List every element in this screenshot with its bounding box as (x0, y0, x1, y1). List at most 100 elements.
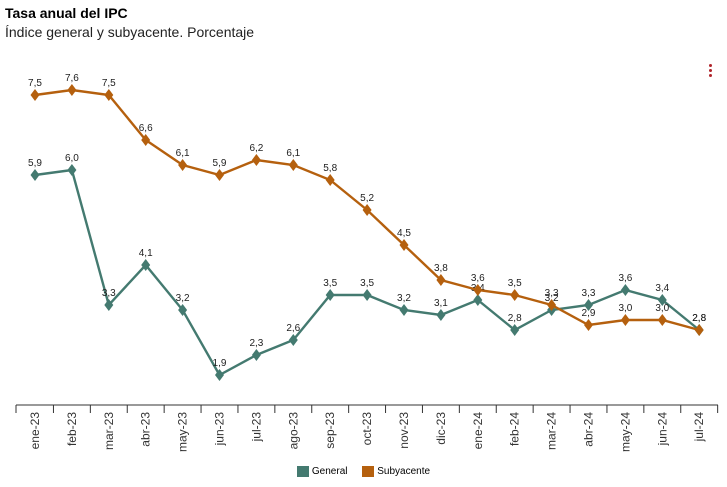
data-label-general: 3,4 (655, 283, 669, 294)
data-point-general (399, 304, 409, 316)
data-point-general (620, 284, 630, 296)
x-tick-label-oct-23: oct-23 (360, 412, 374, 446)
chart-menu-icon[interactable] (706, 64, 714, 82)
data-label-general: 6,0 (65, 153, 79, 164)
data-point-subyacente (510, 289, 520, 301)
x-tick-label-mar-23: mar-23 (102, 412, 116, 450)
data-label-subyacente: 3,0 (618, 303, 632, 314)
data-point-subyacente (620, 314, 630, 326)
data-label-general: 3,5 (323, 278, 337, 289)
data-label-subyacente: 5,8 (323, 163, 337, 174)
data-point-subyacente (362, 204, 372, 216)
data-label-subyacente: 3,0 (655, 303, 669, 314)
data-label-subyacente: 7,5 (28, 78, 42, 89)
data-point-subyacente (178, 159, 188, 171)
x-tick-label-may-24: may-24 (618, 412, 632, 452)
data-point-subyacente (141, 134, 151, 146)
data-label-general: 3,5 (360, 278, 374, 289)
data-point-subyacente (399, 239, 409, 251)
data-point-subyacente (584, 319, 593, 331)
legend-item-subyacente[interactable]: Subyacente (362, 466, 430, 477)
data-label-subyacente: 2,9 (582, 308, 596, 319)
data-label-general: 5,9 (28, 158, 42, 169)
x-tick-label-mar-24: mar-24 (545, 412, 559, 450)
data-label-general: 4,1 (139, 248, 153, 259)
x-tick-label-jul-23: jul-23 (249, 412, 263, 443)
data-point-subyacente (325, 174, 335, 186)
chart-title: Tasa anual del IPC (5, 5, 128, 21)
data-label-subyacente: 3,8 (434, 263, 448, 274)
data-label-subyacente: 6,6 (139, 123, 153, 134)
x-tick-label-dic-23: dic-23 (434, 412, 448, 445)
data-point-subyacente (30, 89, 40, 101)
x-tick-label-may-23: may-23 (176, 412, 190, 452)
data-point-subyacente (657, 314, 667, 326)
data-label-general: 1,9 (213, 358, 227, 369)
data-label-general: 3,2 (397, 293, 411, 304)
data-point-general (215, 369, 224, 381)
data-point-general (251, 349, 261, 361)
data-point-general (510, 324, 520, 336)
data-point-general (141, 259, 151, 271)
data-label-subyacente: 4,5 (397, 228, 411, 239)
data-point-subyacente (288, 159, 298, 171)
data-label-subyacente: 3,3 (545, 288, 559, 299)
x-tick-label-ago-23: ago-23 (286, 412, 300, 450)
data-point-general (584, 299, 593, 311)
data-label-subyacente: 2,8 (692, 313, 706, 324)
legend-item-general[interactable]: General (296, 466, 348, 477)
data-label-general: 2,8 (692, 313, 706, 324)
data-label-general: 2,8 (508, 313, 522, 324)
data-label-general: 2,3 (249, 338, 263, 349)
data-point-subyacente (67, 84, 77, 96)
x-tick-label-feb-23: feb-23 (65, 412, 79, 446)
data-point-general (436, 309, 446, 321)
data-point-subyacente (694, 324, 704, 336)
data-point-subyacente (436, 274, 446, 286)
data-point-subyacente (251, 154, 261, 166)
data-label-general: 3,2 (545, 293, 559, 304)
data-point-subyacente (215, 169, 224, 181)
data-point-general (325, 289, 335, 301)
data-label-general: 3,3 (102, 288, 116, 299)
x-tick-label-abr-23: abr-23 (139, 412, 153, 447)
x-tick-label-jul-24: jul-24 (692, 412, 706, 443)
data-point-general (67, 164, 77, 176)
data-point-general (473, 294, 483, 306)
data-label-subyacente: 5,9 (213, 158, 227, 169)
data-label-subyacente: 7,5 (102, 78, 116, 89)
data-point-subyacente (473, 284, 483, 296)
x-tick-label-sep-23: sep-23 (323, 412, 337, 449)
legend: General Subyacente (0, 466, 727, 480)
x-tick-label-jun-24: jun-24 (655, 412, 669, 447)
data-label-subyacente: 6,1 (286, 148, 300, 159)
x-tick-label-nov-23: nov-23 (397, 412, 411, 449)
data-point-subyacente (547, 299, 557, 311)
data-point-general (178, 304, 188, 316)
data-label-general: 3,6 (618, 273, 632, 284)
data-label-subyacente: 7,6 (65, 73, 79, 84)
data-label-general: 3,3 (582, 288, 596, 299)
data-label-subyacente: 3,5 (508, 278, 522, 289)
x-tick-label-jun-23: jun-23 (213, 412, 227, 447)
x-tick-label-abr-24: abr-24 (582, 412, 596, 447)
data-label-subyacente: 5,2 (360, 193, 374, 204)
data-point-general (104, 299, 114, 311)
legend-label-subyacente: Subyacente (377, 466, 431, 477)
data-point-general (657, 294, 667, 306)
data-label-general: 2,6 (286, 323, 300, 334)
x-tick-label-ene-24: ene-24 (471, 412, 485, 450)
chart-subtitle: Índice general y subyacente. Porcentaje (5, 24, 255, 40)
data-point-general (288, 334, 298, 346)
data-label-subyacente: 3,6 (471, 273, 485, 284)
data-point-subyacente (104, 89, 114, 101)
data-label-general: 3,2 (176, 293, 190, 304)
data-label-subyacente: 6,1 (176, 148, 190, 159)
x-tick-label-feb-24: feb-24 (508, 412, 522, 446)
legend-swatch-general (296, 466, 309, 477)
data-point-general (362, 289, 372, 301)
x-tick-label-ene-23: ene-23 (28, 412, 42, 450)
legend-label-general: General (311, 466, 348, 477)
legend-swatch-subyacente (362, 466, 375, 477)
